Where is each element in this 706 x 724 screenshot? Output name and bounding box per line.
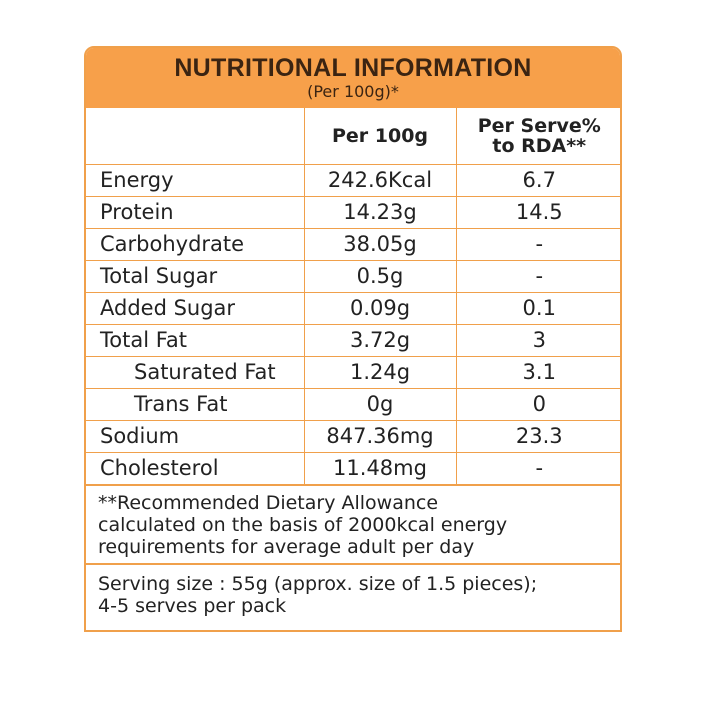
- per100g-value: 0.09g: [303, 291, 457, 325]
- per100g-value: 847.36mg: [303, 419, 457, 453]
- nutrient-name: Protein: [86, 195, 305, 229]
- serving-line: 4-5 serves per pack: [98, 594, 287, 617]
- rda-value: 0.1: [455, 291, 620, 325]
- rda-value: 6.7: [455, 164, 620, 197]
- rda-value: 3: [455, 323, 620, 357]
- per100g-value: 38.05g: [303, 227, 457, 261]
- per100g-value: 0.5g: [303, 259, 457, 293]
- nutrition-table: Per 100g Per Serve% to RDA** Energy 242.…: [86, 108, 620, 485]
- per100g-value: 3.72g: [303, 323, 457, 357]
- header-nutrient-cell: [86, 108, 305, 165]
- table-row: Sodium 847.36mg 23.3: [86, 419, 620, 453]
- rda-footnote: **Recommended Dietary Allowance calculat…: [86, 484, 620, 563]
- table-header-row: Per 100g Per Serve% to RDA**: [86, 108, 620, 165]
- nutrient-name: Total Fat: [86, 323, 305, 357]
- rda-value: 3.1: [455, 355, 620, 389]
- table-row: Protein 14.23g 14.5: [86, 195, 620, 229]
- table-row: Added Sugar 0.09g 0.1: [86, 291, 620, 325]
- panel-subtitle: (Per 100g)*: [307, 82, 399, 101]
- nutrient-name: Trans Fat: [86, 387, 305, 421]
- header-rda-line2: to RDA**: [492, 134, 587, 157]
- table-row: Energy 242.6Kcal 6.7: [86, 164, 620, 197]
- per100g-value: 0g: [303, 387, 457, 421]
- nutrient-name: Total Sugar: [86, 259, 305, 293]
- footnote-line: calculated on the basis of 2000kcal ener…: [98, 513, 508, 536]
- panel-title: NUTRITIONAL INFORMATION: [174, 54, 532, 82]
- footnote-line: requirements for average adult per day: [98, 535, 475, 558]
- rda-value: -: [455, 227, 620, 261]
- panel-header: NUTRITIONAL INFORMATION (Per 100g)*: [86, 48, 620, 108]
- per100g-value: 1.24g: [303, 355, 457, 389]
- per100g-value: 11.48mg: [303, 451, 457, 485]
- table-row: Total Sugar 0.5g -: [86, 259, 620, 293]
- nutrient-name: Energy: [86, 164, 305, 197]
- rda-value: 0: [455, 387, 620, 421]
- rda-value: -: [455, 451, 620, 485]
- serving-line: Serving size : 55g (approx. size of 1.5 …: [98, 572, 538, 595]
- nutrient-name: Added Sugar: [86, 291, 305, 325]
- nutrition-panel: NUTRITIONAL INFORMATION (Per 100g)* Per …: [84, 46, 622, 632]
- table-row: Cholesterol 11.48mg -: [86, 451, 620, 485]
- per100g-value: 14.23g: [303, 195, 457, 229]
- rda-value: 23.3: [455, 419, 620, 453]
- header-rda-line1: Per Serve%: [477, 114, 601, 137]
- nutrient-name: Sodium: [86, 419, 305, 453]
- serving-size-note: Serving size : 55g (approx. size of 1.5 …: [86, 562, 620, 623]
- per100g-value: 242.6Kcal: [303, 164, 457, 197]
- header-rda: Per Serve% to RDA**: [455, 108, 620, 165]
- table-row: Carbohydrate 38.05g -: [86, 227, 620, 261]
- rda-value: 14.5: [455, 195, 620, 229]
- table-row: Saturated Fat 1.24g 3.1: [86, 355, 620, 389]
- header-per100g: Per 100g: [303, 108, 457, 165]
- table-row: Trans Fat 0g 0: [86, 387, 620, 421]
- nutrient-name: Cholesterol: [86, 451, 305, 485]
- footnote-line: **Recommended Dietary Allowance: [98, 491, 439, 514]
- table-row: Total Fat 3.72g 3: [86, 323, 620, 357]
- rda-value: -: [455, 259, 620, 293]
- nutrient-name: Saturated Fat: [86, 355, 305, 389]
- nutrient-name: Carbohydrate: [86, 227, 305, 261]
